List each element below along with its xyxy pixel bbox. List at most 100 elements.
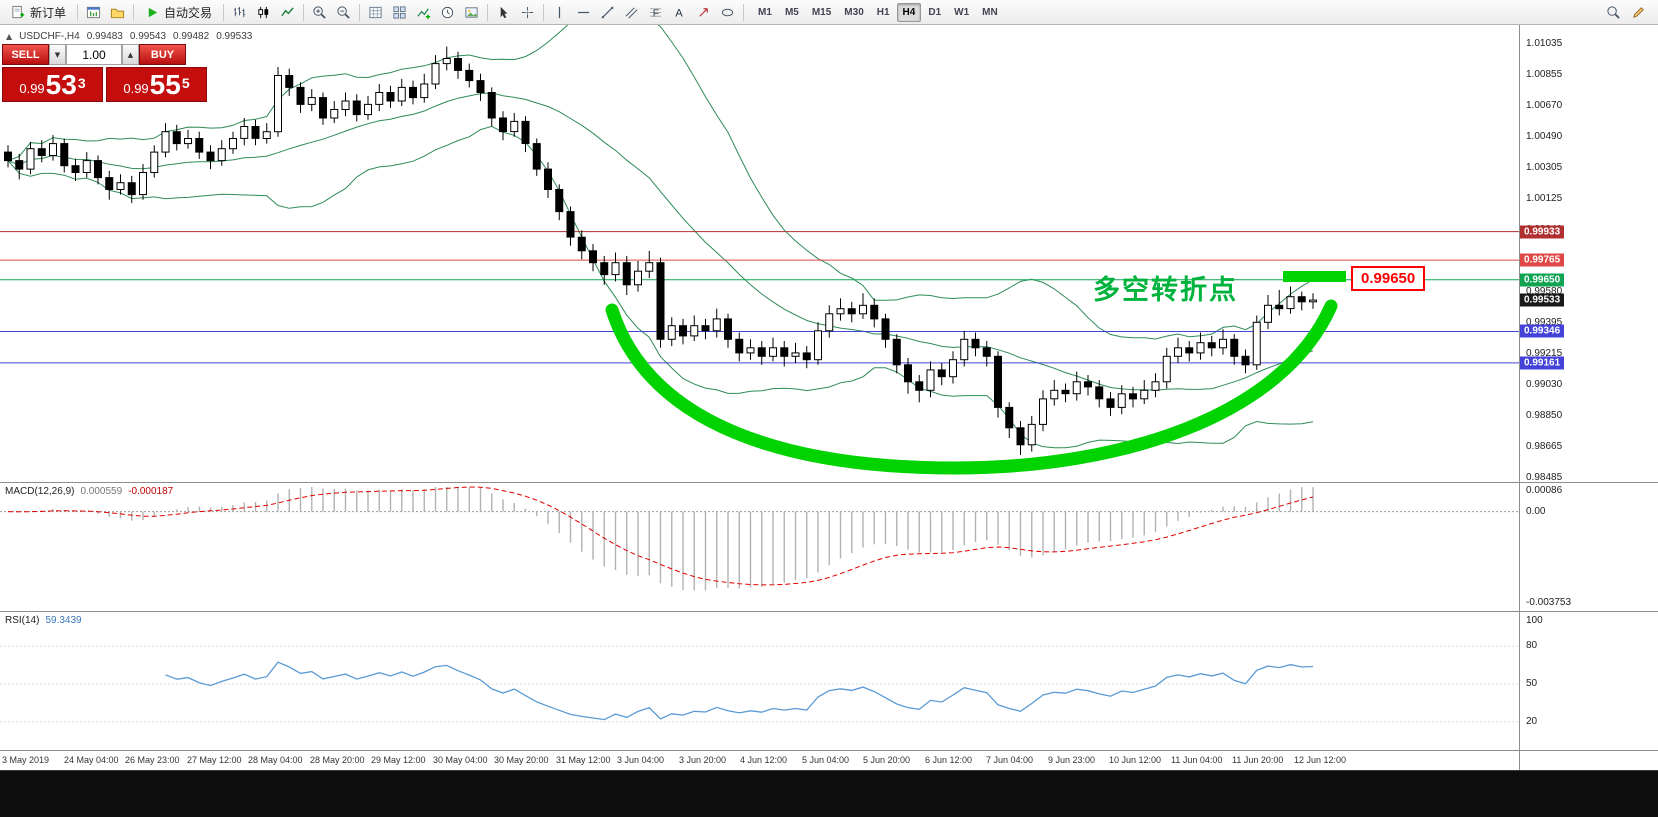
timeframe-m5[interactable]: M5 <box>784 6 799 18</box>
horizontal-line-icon <box>577 11 590 13</box>
price-chart-canvas[interactable] <box>0 25 1519 482</box>
time-tick: 5 Jun 20:00 <box>863 755 911 765</box>
rsi-panel[interactable]: RSI(14) 59.3439 100 80 50 20 <box>0 611 1658 750</box>
time-tick: 9 Jun 23:00 <box>1048 755 1096 765</box>
cursor-button[interactable] <box>492 2 515 23</box>
buy-price-big: 55 <box>149 69 181 101</box>
timeframe-m15[interactable]: M15 <box>811 6 832 18</box>
macd-histogram <box>18 487 1314 591</box>
price-tick: 1.00125 <box>1526 193 1563 204</box>
macd-panel[interactable]: MACD(12,26,9) 0.000559 -0.000187 0.00086… <box>0 482 1658 611</box>
search-button[interactable] <box>1602 2 1625 23</box>
new-order-button[interactable]: 新订单 <box>4 2 73 23</box>
timeframe-h1[interactable]: H1 <box>876 6 890 18</box>
macd-signal-value: -0.000187 <box>128 486 174 497</box>
periods-icon <box>441 6 454 18</box>
rsi-name: RSI(14) <box>5 615 40 626</box>
rsi-line <box>165 661 1314 721</box>
time-tick: 7 Jun 04:00 <box>986 755 1034 765</box>
price-tick: 0.98665 <box>1526 441 1563 452</box>
timeframe-d1[interactable]: D1 <box>928 6 942 18</box>
zoom-in-button[interactable] <box>308 2 331 23</box>
time-tick: 3 Jun 04:00 <box>617 755 665 765</box>
volume-decrease-button[interactable]: ▼ <box>49 44 66 65</box>
indicators-button[interactable] <box>412 2 435 23</box>
level-highlight-dash <box>1283 271 1346 282</box>
price-badge: 0.99346 <box>1520 324 1565 338</box>
horizontal-line-button[interactable] <box>572 2 595 23</box>
volume-input[interactable] <box>66 44 122 65</box>
bar-chart-button[interactable] <box>228 2 251 23</box>
edit-icon <box>1633 6 1644 18</box>
price-tick: 0.99395 <box>1526 317 1563 328</box>
timeframe-m30[interactable]: M30 <box>844 6 864 18</box>
volume-increase-button[interactable]: ▲ <box>122 44 139 65</box>
new-chart-icon <box>86 6 101 18</box>
zoom-out-icon <box>337 5 350 19</box>
fibonacci-button[interactable]: F <box>644 2 667 23</box>
candles <box>4 46 1317 455</box>
main-chart-panel[interactable]: 1.01035 1.00855 1.00670 1.00490 1.00305 1.001… <box>0 25 1658 483</box>
shapes-button[interactable] <box>716 2 739 23</box>
price-tick: 0.99030 <box>1526 379 1563 390</box>
autotrading-button[interactable]: 自动交易 <box>138 2 219 23</box>
profiles-button[interactable] <box>106 2 129 23</box>
channel-button[interactable] <box>620 2 643 23</box>
buy-price-display[interactable]: 0.99 55 5 <box>106 67 207 102</box>
new-chart-button[interactable] <box>82 2 105 23</box>
buy-button[interactable]: BUY <box>139 44 186 65</box>
price-tick: 1.01035 <box>1526 38 1563 49</box>
time-axis-corner <box>1519 751 1658 770</box>
sell-price-display[interactable]: 0.99 53 3 <box>2 67 103 102</box>
ohlc-high: 0.99543 <box>129 31 167 42</box>
zoom-in-icon <box>313 5 326 19</box>
one-click-trading-panel: SELL ▼ ▲ BUY 0.99 53 3 0.99 55 5 <box>2 44 207 102</box>
rsi-canvas[interactable] <box>0 613 1519 751</box>
line-chart-icon <box>281 6 294 16</box>
separator <box>359 3 361 21</box>
price-badge: 0.99933 <box>1520 225 1565 239</box>
time-tick: 11 Jun 04:00 <box>1171 755 1223 765</box>
macd-axis-tick: 0.00086 <box>1526 485 1563 496</box>
price-badge: 0.99650 <box>1520 273 1565 287</box>
candlestick-button[interactable] <box>252 2 275 23</box>
trendline-button[interactable] <box>596 2 619 23</box>
tile-windows-icon <box>393 5 406 19</box>
line-chart-button[interactable] <box>276 2 299 23</box>
timeframe-w1[interactable]: W1 <box>954 6 970 18</box>
status-bar <box>0 770 1658 817</box>
time-tick: 6 Jun 12:00 <box>925 755 973 765</box>
separator <box>223 3 225 21</box>
periods-button[interactable] <box>436 2 459 23</box>
tile-windows-button[interactable] <box>388 2 411 23</box>
text-button[interactable]: A <box>668 2 691 23</box>
timeframe-h4[interactable]: H4 <box>896 2 922 22</box>
rsi-axis[interactable]: 100 80 50 20 <box>1519 612 1658 750</box>
price-tick: 1.00490 <box>1526 131 1563 142</box>
crosshair-button[interactable] <box>516 2 539 23</box>
templates-button[interactable] <box>460 2 483 23</box>
arrows-button[interactable] <box>692 2 715 23</box>
timeframe-mn[interactable]: MN <box>982 6 998 18</box>
sell-button[interactable]: SELL <box>2 44 49 65</box>
trendline-icon <box>601 6 614 18</box>
macd-axis[interactable]: 0.00086 0.00 -0.003753 <box>1519 483 1658 611</box>
timeframe-m1[interactable]: M1 <box>758 6 772 18</box>
rsi-axis-tick: 50 <box>1526 678 1538 689</box>
autotrading-label: 自动交易 <box>164 5 213 20</box>
grid-button[interactable] <box>364 2 387 23</box>
vertical-line-button[interactable] <box>548 2 571 23</box>
price-tick: 1.00855 <box>1526 69 1563 80</box>
macd-canvas[interactable] <box>0 484 1519 612</box>
time-axis[interactable]: 3 May 2019 24 May 04:00 26 May 23:00 27 May… <box>0 750 1658 770</box>
shapes-icon <box>721 8 734 16</box>
collapse-icon[interactable]: ▲ <box>6 32 13 41</box>
horizontal-levels <box>0 231 1519 364</box>
time-tick: 10 Jun 12:00 <box>1109 755 1162 765</box>
edit-button[interactable] <box>1627 2 1650 23</box>
bar-chart-icon <box>233 6 246 17</box>
zoom-out-button[interactable] <box>332 2 355 23</box>
time-tick: 11 Jun 20:00 <box>1232 755 1284 765</box>
price-tick: 1.00670 <box>1526 100 1563 111</box>
price-axis[interactable]: 1.01035 1.00855 1.00670 1.00490 1.00305 1.001… <box>1519 25 1658 483</box>
